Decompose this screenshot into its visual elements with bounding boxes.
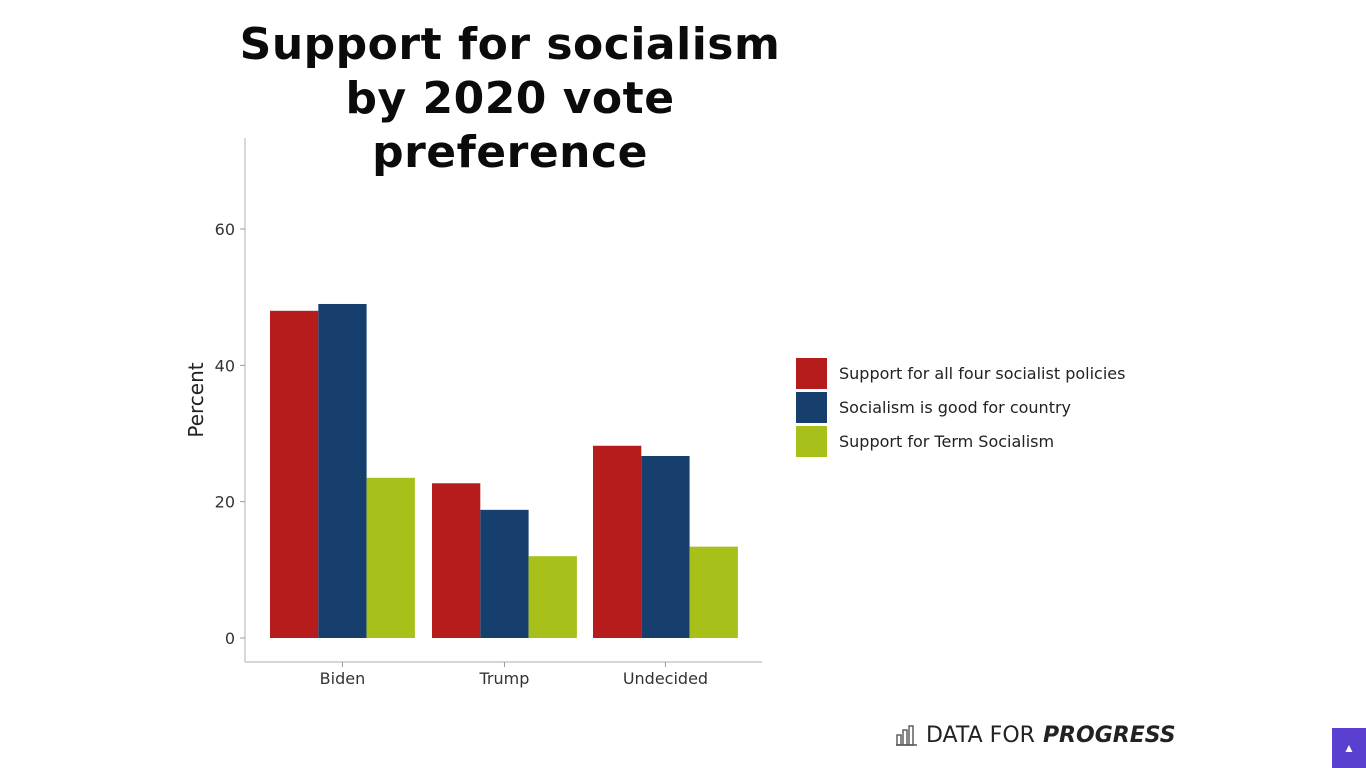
y-tick-label: 20 <box>215 493 235 512</box>
y-tick-label: 40 <box>215 356 235 375</box>
chart-ticks: 0 20 40 60 Biden Trump Undecided <box>215 220 708 688</box>
legend-item: Socialism is good for country <box>796 390 1125 424</box>
x-tick-label: Undecided <box>623 669 708 688</box>
bar-undecided-series-2 <box>641 455 690 638</box>
x-tick-label: Biden <box>320 669 366 688</box>
bar-chart-outline-icon <box>896 725 917 746</box>
legend-swatch <box>796 391 827 423</box>
bar-trump-series-1 <box>432 483 481 638</box>
legend-label: Support for Term Socialism <box>839 431 1055 451</box>
chart-bars <box>270 303 738 638</box>
bar-biden-series-3 <box>366 477 415 638</box>
legend-item: Support for all four socialist policies <box>796 356 1125 390</box>
chart-axes <box>244 138 762 663</box>
brand-text-regular: DATA FOR <box>926 722 1035 748</box>
bar-biden-series-2 <box>318 303 367 638</box>
scroll-to-top-button[interactable]: ▲ <box>1332 728 1366 768</box>
chart-title: Support for socialism by 2020 vote prefe… <box>200 18 820 180</box>
legend-swatch <box>796 425 827 457</box>
legend-label: Socialism is good for country <box>839 397 1072 417</box>
chart-title-line-2: by 2020 vote preference <box>345 73 675 178</box>
legend-item: Support for Term Socialism <box>796 424 1125 458</box>
bar-biden-series-1 <box>270 310 319 638</box>
bar-undecided-series-3 <box>689 546 738 638</box>
x-tick-label: Trump <box>479 669 530 688</box>
bar-undecided-series-1 <box>593 445 642 638</box>
bar-trump-series-2 <box>480 509 529 638</box>
chart-legend: Support for all four socialist policies S… <box>796 356 1125 458</box>
caret-up-icon: ▲ <box>1343 741 1355 755</box>
chart-title-line-1: Support for socialism <box>239 19 781 70</box>
legend-label: Support for all four socialist policies <box>839 363 1126 383</box>
y-tick-label: 60 <box>215 220 235 239</box>
brand-text-bold: PROGRESS <box>1042 722 1176 748</box>
brand-logo: DATA FOR PROGRESS <box>896 720 1176 750</box>
legend-swatch <box>796 357 827 389</box>
bar-trump-series-3 <box>528 556 577 638</box>
y-axis-title: Percent <box>184 362 208 437</box>
y-tick-label: 0 <box>225 629 235 648</box>
